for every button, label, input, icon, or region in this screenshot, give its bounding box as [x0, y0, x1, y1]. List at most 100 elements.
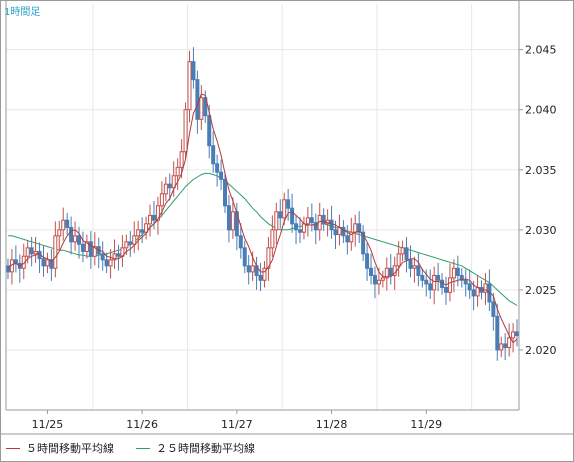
candle-body [73, 235, 78, 243]
candle-body [341, 226, 346, 237]
candle-body [507, 337, 512, 349]
candle-body [353, 223, 358, 233]
candle-body [61, 219, 66, 231]
candle-body [491, 301, 496, 317]
candle-body [333, 229, 338, 236]
candle-body [428, 283, 433, 291]
candle-body [207, 115, 212, 147]
series-line-ma5 [7, 93, 518, 344]
candle-body [128, 241, 133, 245]
candle-body [104, 259, 109, 267]
candle-body [167, 183, 172, 189]
candle-body [266, 247, 271, 269]
candle-body [408, 259, 413, 269]
candles [5, 47, 520, 361]
candle-body [69, 226, 74, 243]
candle-body [88, 241, 93, 257]
candle-body [140, 229, 145, 233]
candle-body [41, 258, 46, 267]
candle-body [503, 343, 508, 349]
candle-body [451, 267, 456, 279]
y-tick-label: 2.040 [525, 104, 557, 117]
candle-body [455, 267, 460, 276]
candle-body [13, 259, 18, 264]
candle-body [467, 283, 472, 291]
candle-body [191, 61, 196, 81]
candle-body [77, 235, 82, 245]
y-tick-label: 2.030 [525, 224, 557, 237]
candle-body [349, 231, 354, 243]
candle-body [211, 145, 216, 165]
candle-body [179, 151, 184, 168]
candle-body [33, 250, 38, 255]
candle-body [286, 199, 291, 209]
candle-body [84, 241, 89, 252]
candle-body [270, 229, 275, 249]
candle-body [262, 267, 267, 281]
candle-body [116, 253, 121, 257]
candle-body [384, 267, 389, 279]
candle-body [53, 235, 58, 269]
x-tick-label: 11/29 [410, 418, 442, 431]
candle-body [80, 243, 85, 252]
y-tick-label: 2.045 [525, 44, 557, 57]
candle-body [136, 229, 141, 237]
candle-body [309, 217, 314, 224]
candle-body [369, 267, 374, 276]
candle-body [471, 289, 476, 297]
candle-body [163, 183, 168, 195]
candle-body [278, 211, 283, 219]
candle-body [420, 274, 425, 281]
candle-body [155, 205, 160, 221]
legend-item-ma5: ５時間移動平均線 [6, 440, 114, 456]
candle-body [416, 265, 421, 276]
candle-body [183, 109, 188, 153]
candle-body [305, 217, 310, 225]
candle-body [511, 331, 516, 339]
candle-body [203, 97, 208, 117]
x-tick-labels: 11/25 11/26 11/27 11/28 11/29 [32, 418, 443, 431]
candle-body [400, 247, 405, 255]
candle-body [313, 222, 318, 231]
candle-body [443, 286, 448, 293]
x-tick-label: 11/28 [316, 418, 348, 431]
candle-body [199, 97, 204, 120]
candle-body [175, 166, 180, 177]
ma5-layer [7, 93, 518, 344]
legend-item-ma25: ２５時間移動平均線 [136, 440, 255, 456]
candle-body [187, 61, 192, 111]
candle-body [412, 265, 417, 269]
candle-body [246, 265, 251, 273]
legend-swatch-ma5 [6, 447, 20, 449]
candle-body [345, 235, 350, 243]
candle-body [321, 214, 326, 225]
candle-body [230, 211, 235, 231]
candle-body [238, 235, 243, 249]
candle-body [226, 205, 231, 231]
candle-body [294, 223, 299, 231]
candle-body [361, 231, 366, 255]
candle-body [396, 253, 401, 267]
candle-body [49, 259, 54, 269]
candle-body [92, 246, 97, 257]
candle-body [365, 253, 370, 269]
candle-body [29, 247, 34, 255]
candle-body [463, 279, 468, 285]
candle-body [436, 274, 441, 281]
candle-body [108, 259, 113, 267]
candle-body [483, 283, 488, 293]
candle-body [376, 279, 381, 285]
y-tick-label: 2.020 [525, 344, 557, 357]
candle-body [424, 279, 429, 285]
candle-body [380, 277, 385, 281]
candle-body [372, 274, 377, 285]
candle-body [357, 223, 362, 233]
candle-body [148, 214, 153, 225]
y-tick-label: 2.025 [525, 284, 557, 297]
candle-body [151, 214, 156, 221]
candle-body [515, 331, 520, 337]
candle-body [144, 223, 149, 233]
candle-body [195, 79, 200, 120]
candle-body [459, 274, 464, 281]
